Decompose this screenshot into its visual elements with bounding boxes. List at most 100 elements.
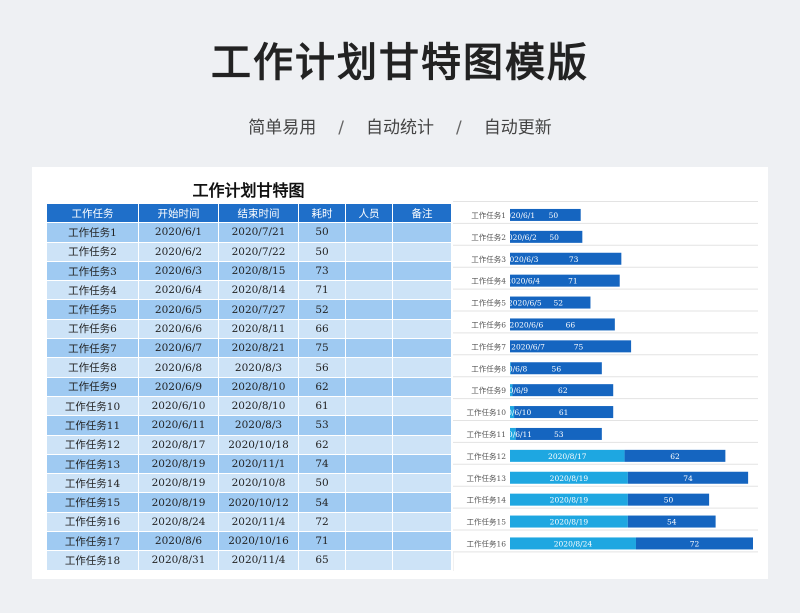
table-cell[interactable]: 2020/6/5 <box>138 299 219 320</box>
table-cell[interactable]: 2020/8/24 <box>138 511 219 533</box>
table-cell[interactable]: 2020/8/31 <box>138 550 219 571</box>
table-cell[interactable] <box>345 531 393 552</box>
table-cell[interactable]: 2020/8/15 <box>218 260 299 282</box>
column-header[interactable]: 耗时 <box>298 202 346 224</box>
table-cell[interactable]: 53 <box>298 415 346 436</box>
table-cell[interactable]: 71 <box>298 531 346 552</box>
table-cell[interactable]: 2020/6/4 <box>138 280 219 301</box>
table-cell[interactable]: 2020/6/9 <box>138 376 219 397</box>
table-cell[interactable]: 2020/10/12 <box>218 492 299 513</box>
column-header[interactable]: 开始时间 <box>138 202 219 224</box>
table-cell[interactable] <box>345 260 393 282</box>
table-cell[interactable]: 2020/10/18 <box>218 434 299 455</box>
table-cell[interactable]: 2020/7/21 <box>218 222 299 243</box>
table-cell[interactable] <box>345 473 393 494</box>
table-cell[interactable]: 2020/8/21 <box>218 338 299 359</box>
table-cell[interactable] <box>392 338 452 359</box>
table-cell[interactable] <box>392 357 452 378</box>
table-cell[interactable] <box>345 338 393 359</box>
table-cell[interactable] <box>345 280 393 301</box>
table-cell[interactable]: 62 <box>298 376 346 397</box>
table-cell[interactable]: 2020/8/3 <box>218 415 299 436</box>
table-cell[interactable]: 2020/7/27 <box>218 299 299 320</box>
table-cell[interactable]: 72 <box>298 511 346 533</box>
table-cell[interactable]: 56 <box>298 357 346 378</box>
table-cell[interactable]: 54 <box>298 492 346 513</box>
table-cell[interactable]: 2020/8/19 <box>138 453 219 475</box>
table-cell[interactable] <box>345 318 393 340</box>
table-cell[interactable]: 2020/6/2 <box>138 241 219 262</box>
table-cell[interactable]: 工作任务6 <box>46 318 139 340</box>
table-cell[interactable]: 工作任务17 <box>46 531 139 552</box>
table-cell[interactable] <box>392 222 452 243</box>
column-header[interactable]: 人员 <box>345 202 393 224</box>
table-cell[interactable]: 50 <box>298 222 346 243</box>
table-cell[interactable]: 73 <box>298 260 346 282</box>
table-cell[interactable]: 2020/8/14 <box>218 280 299 301</box>
table-cell[interactable]: 工作任务1 <box>46 222 139 243</box>
table-cell[interactable]: 66 <box>298 318 346 340</box>
table-cell[interactable]: 工作任务10 <box>46 395 139 417</box>
table-cell[interactable] <box>345 511 393 533</box>
table-cell[interactable] <box>345 395 393 417</box>
table-cell[interactable]: 2020/8/10 <box>218 376 299 397</box>
table-cell[interactable] <box>392 473 452 494</box>
table-cell[interactable] <box>345 299 393 320</box>
table-cell[interactable]: 工作任务5 <box>46 299 139 320</box>
table-cell[interactable]: 71 <box>298 280 346 301</box>
table-cell[interactable]: 50 <box>298 241 346 262</box>
table-cell[interactable]: 工作任务14 <box>46 473 139 494</box>
table-cell[interactable]: 工作任务18 <box>46 550 139 571</box>
table-cell[interactable] <box>345 550 393 571</box>
table-cell[interactable]: 2020/6/6 <box>138 318 219 340</box>
table-cell[interactable] <box>392 415 452 436</box>
table-cell[interactable]: 2020/11/1 <box>218 453 299 475</box>
table-cell[interactable]: 工作任务7 <box>46 338 139 359</box>
table-cell[interactable]: 2020/6/8 <box>138 357 219 378</box>
table-cell[interactable]: 工作任务11 <box>46 415 139 436</box>
column-header[interactable]: 工作任务 <box>46 202 139 224</box>
table-cell[interactable]: 2020/10/8 <box>218 473 299 494</box>
table-cell[interactable] <box>392 376 452 397</box>
table-cell[interactable]: 工作任务9 <box>46 376 139 397</box>
table-cell[interactable]: 工作任务12 <box>46 434 139 455</box>
table-cell[interactable]: 2020/8/6 <box>138 531 219 552</box>
table-cell[interactable]: 工作任务3 <box>46 260 139 282</box>
table-cell[interactable] <box>392 241 452 262</box>
table-cell[interactable]: 2020/8/19 <box>138 492 219 513</box>
table-cell[interactable]: 工作任务2 <box>46 241 139 262</box>
table-cell[interactable] <box>345 376 393 397</box>
table-cell[interactable]: 工作任务15 <box>46 492 139 513</box>
table-cell[interactable] <box>392 299 452 320</box>
table-cell[interactable]: 75 <box>298 338 346 359</box>
table-cell[interactable]: 2020/6/11 <box>138 415 219 436</box>
column-header[interactable]: 结束时间 <box>218 202 299 224</box>
table-cell[interactable] <box>392 531 452 552</box>
table-cell[interactable] <box>392 260 452 282</box>
table-cell[interactable]: 工作任务8 <box>46 357 139 378</box>
table-cell[interactable]: 2020/6/1 <box>138 222 219 243</box>
table-cell[interactable] <box>392 550 452 571</box>
table-cell[interactable] <box>345 453 393 475</box>
table-cell[interactable] <box>392 318 452 340</box>
table-cell[interactable]: 2020/7/22 <box>218 241 299 262</box>
table-cell[interactable]: 2020/8/19 <box>138 473 219 494</box>
table-cell[interactable]: 74 <box>298 453 346 475</box>
table-cell[interactable]: 2020/6/10 <box>138 395 219 417</box>
table-cell[interactable] <box>392 453 452 475</box>
table-cell[interactable] <box>345 492 393 513</box>
table-cell[interactable]: 2020/11/4 <box>218 511 299 533</box>
table-cell[interactable]: 2020/10/16 <box>218 531 299 552</box>
table-cell[interactable]: 2020/8/10 <box>218 395 299 417</box>
table-cell[interactable]: 2020/11/4 <box>218 550 299 571</box>
table-cell[interactable]: 65 <box>298 550 346 571</box>
table-cell[interactable]: 2020/6/3 <box>138 260 219 282</box>
table-cell[interactable]: 52 <box>298 299 346 320</box>
table-cell[interactable] <box>392 434 452 455</box>
table-cell[interactable]: 2020/8/17 <box>138 434 219 455</box>
table-cell[interactable] <box>392 511 452 533</box>
table-cell[interactable]: 2020/8/11 <box>218 318 299 340</box>
table-cell[interactable]: 50 <box>298 473 346 494</box>
table-cell[interactable] <box>392 280 452 301</box>
table-cell[interactable] <box>345 434 393 455</box>
